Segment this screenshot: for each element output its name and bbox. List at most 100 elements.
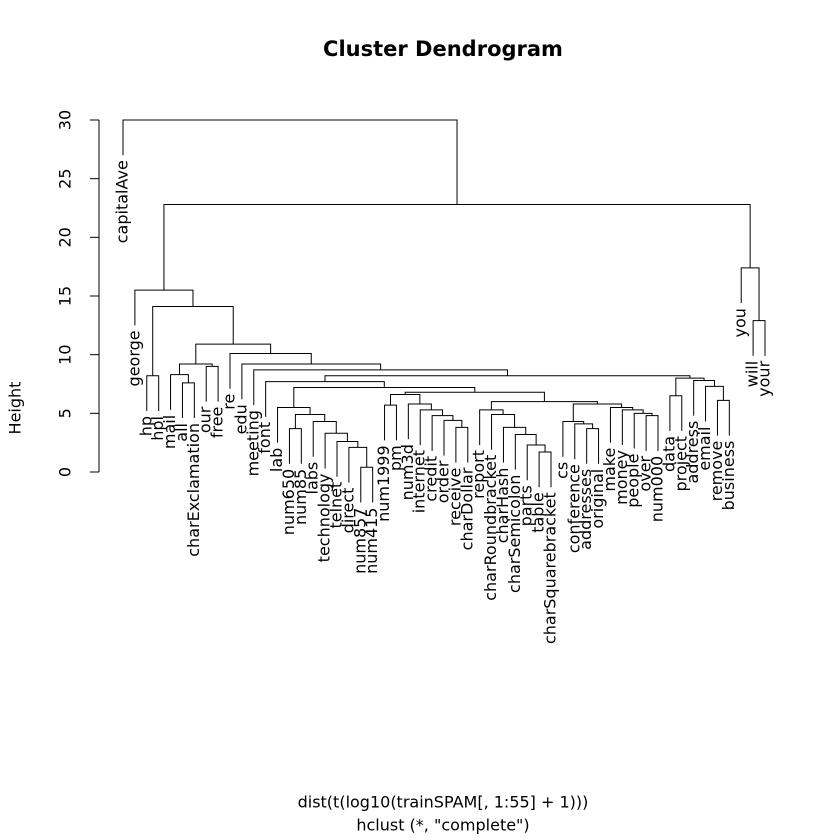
leaf-label: parts bbox=[517, 485, 536, 526]
dendrogram-link bbox=[348, 446, 368, 483]
dendrogram-link bbox=[288, 428, 302, 464]
y-tick-label: 0 bbox=[56, 467, 75, 477]
leaf-label: pm bbox=[386, 445, 405, 471]
y-tick-label: 5 bbox=[56, 408, 75, 418]
y-tick-label: 15 bbox=[56, 286, 75, 306]
dendrogram-link bbox=[277, 406, 311, 443]
leaf-label: report bbox=[469, 450, 488, 499]
leaf-label: mail bbox=[160, 415, 179, 449]
dendrogram-link bbox=[490, 401, 598, 410]
y-tick-label: 25 bbox=[56, 168, 75, 188]
leaf-label: charHash bbox=[493, 468, 512, 544]
leaf-label: order bbox=[434, 460, 453, 503]
dendrogram-link bbox=[562, 421, 585, 457]
leaf-label: hp bbox=[136, 416, 155, 436]
dendrogram-link bbox=[572, 403, 623, 422]
leaf-label: business bbox=[719, 441, 738, 511]
dendrogram-link bbox=[752, 320, 766, 356]
x-axis-label: dist(t(log10(trainSPAM[, 1:55] + 1))) bbox=[298, 793, 589, 812]
dendrogram-link bbox=[336, 440, 359, 477]
dendrogram-link bbox=[716, 399, 730, 436]
leaf-label: cs bbox=[552, 462, 571, 479]
leaf-label: charSemicolon bbox=[505, 475, 524, 593]
dendrogram-link bbox=[324, 375, 691, 382]
dendrogram-link bbox=[431, 415, 454, 451]
leaf-label: charExclamation bbox=[184, 423, 203, 557]
dendrogram-link bbox=[293, 387, 476, 408]
dendrogram-link bbox=[163, 203, 751, 291]
dendrogram-link bbox=[502, 426, 527, 463]
leaf-label: internet bbox=[410, 450, 429, 513]
leaf-label: george bbox=[124, 330, 143, 386]
dendrogram-link bbox=[491, 414, 516, 450]
leaf-label: original bbox=[588, 469, 607, 529]
leaf-label: capitalAve bbox=[113, 160, 132, 243]
leaf-label: project bbox=[671, 436, 690, 492]
leaf-label: you bbox=[731, 308, 750, 337]
dendrogram-link bbox=[265, 381, 385, 417]
y-tick-label: 20 bbox=[56, 227, 75, 247]
leaf-label: addresses bbox=[576, 469, 595, 550]
subtitle: hclust (*, "complete") bbox=[356, 816, 529, 835]
dendrogram-link bbox=[586, 428, 600, 464]
dendrogram-link bbox=[205, 365, 219, 402]
leaf-label: num000 bbox=[648, 456, 667, 522]
dendrogram-link bbox=[195, 343, 272, 365]
leaf-label: re bbox=[220, 394, 239, 410]
dendrogram-link bbox=[152, 306, 234, 376]
leaf-label: edu bbox=[231, 404, 250, 434]
dendrogram-link bbox=[122, 119, 458, 205]
leaf-label: will bbox=[743, 361, 762, 387]
dendrogram-link bbox=[514, 433, 537, 470]
leaf-label: data bbox=[659, 436, 678, 472]
dendrogram-link bbox=[324, 432, 348, 469]
dendrogram-link bbox=[645, 415, 659, 451]
dendrogram-link bbox=[574, 423, 594, 460]
dendrogram-link bbox=[633, 412, 653, 449]
dendrogram-link bbox=[621, 409, 644, 446]
leaf-label: hpl bbox=[148, 416, 167, 441]
leaf-label: direct bbox=[338, 488, 357, 534]
leaf-label: credit bbox=[422, 456, 441, 502]
dendrogram-link bbox=[693, 379, 715, 416]
dendrogram-link bbox=[178, 363, 213, 375]
leaf-label: num415 bbox=[362, 508, 381, 574]
leaf-label: num85 bbox=[291, 469, 310, 525]
leaf-label: num650 bbox=[279, 469, 298, 535]
leaf-label: email bbox=[695, 427, 714, 471]
y-tick-label: 10 bbox=[56, 344, 75, 364]
y-axis-label: Height bbox=[6, 382, 25, 435]
chart-title: Cluster Dendrogram bbox=[323, 37, 563, 61]
dendrogram-link bbox=[294, 414, 326, 429]
leaf-label: table bbox=[529, 492, 548, 533]
leaf-label: num3d bbox=[398, 444, 417, 500]
leaf-label: num857 bbox=[350, 508, 369, 574]
dendrogram-link bbox=[134, 289, 194, 326]
leaf-label: num1999 bbox=[374, 445, 393, 522]
leaf-label: free bbox=[208, 407, 227, 439]
dendrogram-link bbox=[455, 426, 469, 463]
leaf-label: technology bbox=[315, 473, 334, 562]
dendrogram-link bbox=[538, 451, 552, 488]
leaf-label: address bbox=[683, 421, 702, 484]
leaf-label: labs bbox=[303, 462, 322, 495]
leaf-label: make bbox=[600, 448, 619, 492]
leaf-label: meeting bbox=[243, 410, 262, 476]
dendrogram-link bbox=[384, 404, 397, 441]
leaf-label: conference bbox=[564, 464, 583, 553]
dendrogram-link bbox=[170, 374, 189, 410]
dendrogram-link bbox=[526, 444, 546, 481]
leaf-label: receive bbox=[445, 468, 464, 526]
leaf-label: all bbox=[172, 423, 191, 442]
dendrogram-link bbox=[181, 382, 195, 419]
leaf-label: lab bbox=[267, 448, 286, 472]
leaf-label: money bbox=[612, 450, 631, 505]
dendrogram-link bbox=[419, 409, 444, 446]
dendrogram-link bbox=[443, 419, 463, 456]
leaf-label: charSquarebracket bbox=[541, 492, 560, 644]
leaf-label: our bbox=[196, 406, 215, 433]
leaf-label: your bbox=[755, 360, 774, 396]
dendrogram-link bbox=[146, 375, 160, 411]
leaf-label: people bbox=[624, 454, 643, 508]
